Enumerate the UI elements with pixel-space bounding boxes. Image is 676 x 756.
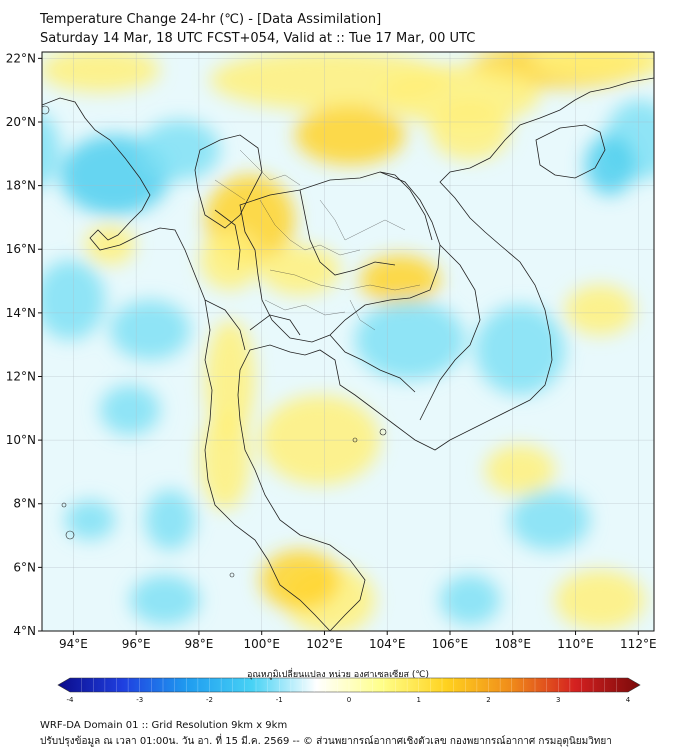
colorbar-title: อุณหภูมิเปลี่ยนแปลง หน่วย องศาเซลเซียส (… [246, 670, 430, 680]
lon-tick-label: 106°E [432, 637, 469, 651]
colorbar-tick-label: -3 [136, 696, 143, 704]
lon-tick-label: 104°E [369, 637, 406, 651]
lon-tick-label: 112°E [620, 637, 657, 651]
lon-tick-label: 98°E [184, 637, 213, 651]
footer-line-1: WRF-DA Domain 01 :: Grid Resolution 9km … [40, 720, 288, 731]
lat-tick-label: 14°N [6, 306, 36, 320]
lat-tick-label: 4°N [13, 624, 36, 638]
lon-tick-label: 102°E [306, 637, 343, 651]
colorbar: -4 -3 -2 -1 0 1 2 3 4 [57, 677, 641, 704]
chart-subtitle: Saturday 14 Mar, 18 UTC FCST+054, Valid … [40, 31, 476, 46]
latitude-axis: 22°N 20°N 18°N 16°N 14°N 12°N 10°N 8°N 6°N 4°N [6, 51, 42, 638]
lat-tick-label: 12°N [6, 369, 36, 383]
colorbar-tick-label: 1 [417, 696, 421, 704]
lat-tick-label: 20°N [6, 115, 36, 129]
country-borders [42, 77, 654, 631]
lat-tick-label: 10°N [6, 433, 36, 447]
footer-line-2: ปรับปรุงข้อมูล ณ เวลา 01:00น. วัน อา. ที… [40, 736, 612, 747]
lon-tick-label: 110°E [557, 637, 594, 651]
chart-title: Temperature Change 24-hr (℃) - [Data Ass… [40, 12, 382, 27]
map-frame [41, 51, 655, 632]
colorbar-tick-label: 0 [347, 696, 351, 704]
lon-tick-label: 108°E [495, 637, 532, 651]
lon-tick-label: 100°E [243, 637, 280, 651]
longitude-axis: 94°E 96°E 98°E 100°E 102°E 104°E 106°E 108°E 110… [59, 631, 657, 651]
colorbar-tick-label: -4 [67, 696, 75, 704]
lat-lon-grid [42, 52, 654, 631]
lat-tick-label: 8°N [13, 497, 36, 511]
colorbar-tick-label: 2 [486, 696, 490, 704]
colorbar-tick-label: -2 [206, 696, 213, 704]
colorbar-tick-label: 4 [626, 696, 631, 704]
colorbar-tick-label: 3 [556, 696, 560, 704]
colorbar-tick-label: -1 [276, 696, 283, 704]
lon-tick-label: 96°E [122, 637, 151, 651]
lon-tick-label: 94°E [59, 637, 88, 651]
lat-tick-label: 22°N [6, 51, 36, 65]
lat-tick-label: 16°N [6, 242, 36, 256]
lat-tick-label: 18°N [6, 179, 36, 193]
lat-tick-label: 6°N [13, 560, 36, 574]
